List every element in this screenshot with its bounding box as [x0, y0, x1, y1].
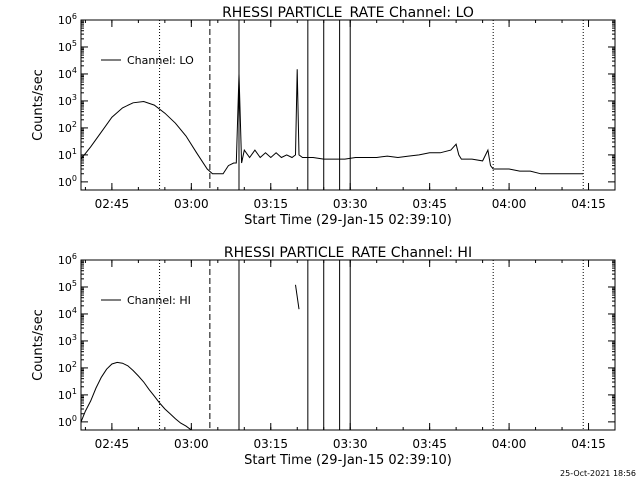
lo-x-axis-label: Start Time (29-Jan-15 02:39:10) — [244, 213, 452, 228]
hi-x-tick-label: 04:15 — [571, 437, 606, 451]
lo-chart-title: RHESSI PARTICLE_RATE Channel: LO — [222, 5, 474, 21]
lo-channel-panel: RHESSI PARTICLE_RATE Channel: LO 100 101 10… — [31, 5, 616, 228]
lo-series-line-0 — [80, 69, 584, 175]
lo-x-tick-label: 03:45 — [412, 197, 447, 211]
hi-y-tick-label: 102 — [58, 360, 77, 375]
lo-y-tick-label: 100 — [58, 174, 77, 189]
lo-plot-frame — [80, 19, 616, 191]
hi-y-axis-label: Counts/sec — [31, 309, 46, 381]
hi-series-line-1 — [295, 284, 300, 310]
lo-x-tick-label: 03:00 — [174, 197, 209, 211]
hi-x-tick-label: 03:30 — [333, 437, 368, 451]
hi-x-tick-label: 04:00 — [492, 437, 527, 451]
lo-x-tick-label: 04:00 — [492, 197, 527, 211]
hi-channel-panel: RHESSI PARTICLE_RATE Channel: HI 100 101 10… — [31, 245, 616, 468]
hi-y-tick-label: 103 — [58, 333, 77, 348]
lo-y-tick-label: 102 — [58, 120, 77, 135]
hi-y-tick-label: 105 — [58, 279, 77, 294]
lo-x-tick-label: 02:45 — [95, 197, 130, 211]
lo-y-tick-label: 105 — [58, 39, 77, 54]
hi-chart-title: RHESSI PARTICLE_RATE Channel: HI — [224, 245, 472, 261]
lo-y-tick-label: 103 — [58, 93, 77, 108]
lo-x-tick-label: 03:15 — [253, 197, 288, 211]
hi-y-tick-label: 104 — [58, 306, 77, 321]
lo-y-axis-label: Counts/sec — [31, 69, 46, 141]
hi-x-axis-label: Start Time (29-Jan-15 02:39:10) — [244, 453, 452, 468]
lo-y-tick-label: 106 — [58, 12, 77, 27]
hi-y-tick-label: 100 — [58, 414, 77, 429]
footer-timestamp: 25-Oct-2021 18:56 — [560, 469, 636, 478]
hi-series-line-0 — [80, 361, 192, 431]
lo-legend-label: Channel: LO — [127, 54, 194, 67]
lo-y-tick-label: 101 — [58, 147, 77, 162]
hi-y-tick-label: 106 — [58, 252, 77, 267]
hi-x-tick-label: 03:15 — [253, 437, 288, 451]
hi-x-tick-label: 03:45 — [412, 437, 447, 451]
hi-x-tick-label: 02:45 — [95, 437, 130, 451]
lo-x-tick-label: 04:15 — [571, 197, 606, 211]
lo-x-tick-label: 03:30 — [333, 197, 368, 211]
hi-y-tick-label: 101 — [58, 387, 77, 402]
hi-legend-label: Channel: HI — [127, 294, 191, 307]
lo-y-tick-label: 104 — [58, 66, 77, 81]
hi-x-tick-label: 03:00 — [174, 437, 209, 451]
